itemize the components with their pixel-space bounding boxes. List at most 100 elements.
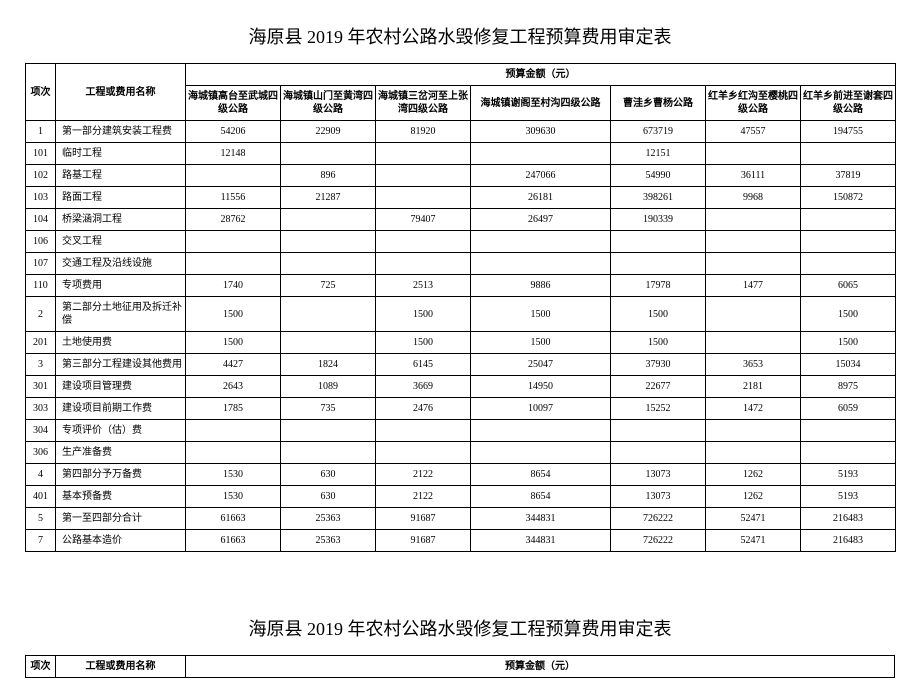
- cell-value: [376, 165, 471, 187]
- cell-name: 交叉工程: [56, 231, 186, 253]
- cell-value: 8975: [801, 376, 896, 398]
- cell-value: 47557: [706, 121, 801, 143]
- table-row: 107交通工程及沿线设施: [26, 253, 896, 275]
- cell-value: [281, 231, 376, 253]
- th2-amount: 预算金额（元）: [186, 656, 895, 678]
- cell-idx: 101: [26, 143, 56, 165]
- cell-value: 2181: [706, 376, 801, 398]
- table-row: 103路面工程1155621287261813982619968150872: [26, 187, 896, 209]
- cell-idx: 2: [26, 297, 56, 332]
- cell-value: 2122: [376, 486, 471, 508]
- cell-value: [376, 143, 471, 165]
- cell-value: [706, 143, 801, 165]
- cell-value: 22677: [611, 376, 706, 398]
- cell-name: 专项费用: [56, 275, 186, 297]
- cell-value: 15034: [801, 354, 896, 376]
- cell-value: 216483: [801, 530, 896, 552]
- th2-idx: 项次: [26, 656, 56, 678]
- cell-value: 6059: [801, 398, 896, 420]
- cell-value: [801, 209, 896, 231]
- cell-name: 桥梁涵洞工程: [56, 209, 186, 231]
- cell-value: [376, 187, 471, 209]
- cell-value: 1530: [186, 464, 281, 486]
- page-title-2: 海原县 2019 年农村公路水毁修复工程预算费用审定表: [25, 615, 895, 641]
- cell-idx: 306: [26, 442, 56, 464]
- page-title-1: 海原县 2019 年农村公路水毁修复工程预算费用审定表: [25, 23, 895, 49]
- cell-value: [186, 442, 281, 464]
- cell-name: 交通工程及沿线设施: [56, 253, 186, 275]
- cell-value: 6145: [376, 354, 471, 376]
- cell-idx: 301: [26, 376, 56, 398]
- th-col-6: 红羊乡前进至谢套四级公路: [801, 86, 896, 121]
- table-row: 2第二部分土地征用及拆迁补偿15001500150015001500: [26, 297, 896, 332]
- table-row: 401基本预备费1530630212286541307312625193: [26, 486, 896, 508]
- cell-idx: 303: [26, 398, 56, 420]
- cell-value: [471, 143, 611, 165]
- cell-value: 14950: [471, 376, 611, 398]
- cell-value: [186, 420, 281, 442]
- cell-value: 1500: [186, 297, 281, 332]
- cell-value: 1089: [281, 376, 376, 398]
- cell-value: [186, 231, 281, 253]
- th2-name: 工程或费用名称: [56, 656, 186, 678]
- th-col-3: 海城镇谢阁至村沟四级公路: [471, 86, 611, 121]
- cell-value: 1785: [186, 398, 281, 420]
- table-row: 106交叉工程: [26, 231, 896, 253]
- table-row: 110专项费用1740725251398861797814776065: [26, 275, 896, 297]
- cell-value: 37930: [611, 354, 706, 376]
- cell-value: [706, 297, 801, 332]
- cell-value: [706, 332, 801, 354]
- cell-idx: 201: [26, 332, 56, 354]
- cell-name: 路基工程: [56, 165, 186, 187]
- cell-value: [801, 420, 896, 442]
- cell-value: [281, 442, 376, 464]
- cell-value: 54990: [611, 165, 706, 187]
- th-col-4: 曹洼乡曹杨公路: [611, 86, 706, 121]
- cell-name: 第四部分予万备费: [56, 464, 186, 486]
- th-col-5: 红羊乡红沟至樱桃四级公路: [706, 86, 801, 121]
- cell-value: 9886: [471, 275, 611, 297]
- cell-value: 1472: [706, 398, 801, 420]
- th-idx: 项次: [26, 64, 56, 121]
- cell-idx: 1: [26, 121, 56, 143]
- cell-value: 25047: [471, 354, 611, 376]
- cell-value: 1477: [706, 275, 801, 297]
- cell-value: 1740: [186, 275, 281, 297]
- cell-value: [801, 143, 896, 165]
- cell-value: 21287: [281, 187, 376, 209]
- cell-value: [801, 253, 896, 275]
- cell-value: 216483: [801, 508, 896, 530]
- table-row: 303建设项目前期工作费1785735247610097152521472605…: [26, 398, 896, 420]
- th-name: 工程或费用名称: [56, 64, 186, 121]
- cell-value: [281, 297, 376, 332]
- cell-name: 临时工程: [56, 143, 186, 165]
- cell-idx: 304: [26, 420, 56, 442]
- cell-value: 726222: [611, 530, 706, 552]
- cell-value: 1530: [186, 486, 281, 508]
- cell-value: 630: [281, 464, 376, 486]
- cell-name: 第一部分建筑安装工程费: [56, 121, 186, 143]
- cell-value: [471, 231, 611, 253]
- cell-value: 2513: [376, 275, 471, 297]
- cell-idx: 110: [26, 275, 56, 297]
- cell-name: 专项评价（估）费: [56, 420, 186, 442]
- cell-value: 3669: [376, 376, 471, 398]
- cell-value: 3653: [706, 354, 801, 376]
- cell-idx: 107: [26, 253, 56, 275]
- cell-value: [801, 442, 896, 464]
- cell-value: 726222: [611, 508, 706, 530]
- cell-value: 1824: [281, 354, 376, 376]
- th-col-1: 海城镇山门至黄湾四级公路: [281, 86, 376, 121]
- cell-value: 15252: [611, 398, 706, 420]
- cell-value: [281, 253, 376, 275]
- table-row: 306生产准备费: [26, 442, 896, 464]
- cell-value: 28762: [186, 209, 281, 231]
- cell-value: 247066: [471, 165, 611, 187]
- cell-value: 344831: [471, 530, 611, 552]
- cell-value: 17978: [611, 275, 706, 297]
- cell-value: [281, 332, 376, 354]
- cell-idx: 104: [26, 209, 56, 231]
- cell-value: 54206: [186, 121, 281, 143]
- table-row: 7公路基本造价616632536391687344831726222524712…: [26, 530, 896, 552]
- table-row: 4第四部分予万备费1530630212286541307312625193: [26, 464, 896, 486]
